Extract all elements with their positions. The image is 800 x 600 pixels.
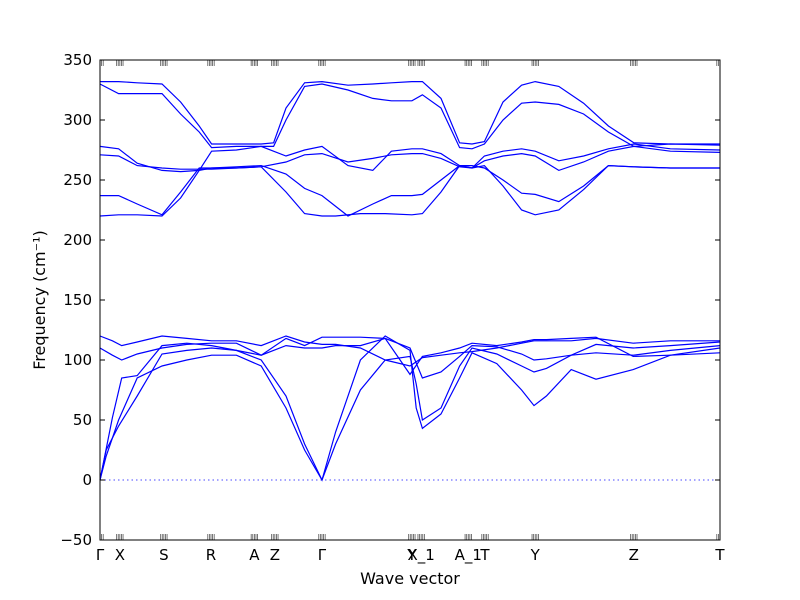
x-tick-label: Γ bbox=[318, 546, 327, 564]
y-axis-label: Frequency (cm⁻¹) bbox=[30, 230, 49, 369]
plot-frame bbox=[99, 59, 721, 541]
y-tick-label: 100 bbox=[63, 351, 92, 369]
x-tick-label: X bbox=[115, 546, 125, 564]
y-tick-label: −50 bbox=[60, 531, 92, 549]
x-tick-label: Y bbox=[530, 546, 541, 564]
x-tick-label: Z bbox=[629, 546, 639, 564]
x-tick-label: Z bbox=[270, 546, 280, 564]
phonon-branch-5 bbox=[99, 335, 720, 367]
y-tick-label: 250 bbox=[63, 171, 92, 189]
x-tick-layer: Γ X S R A Z Γ YX_1 A_1T Y Z T bbox=[96, 60, 725, 565]
phonon-branch-7 bbox=[100, 164, 720, 217]
x-tick-label: Y bbox=[406, 546, 417, 564]
y-tick-label: 0 bbox=[82, 471, 92, 489]
phonon-branch-4 bbox=[99, 336, 721, 376]
x-tick-label: T bbox=[479, 546, 490, 564]
y-tick-label: 350 bbox=[63, 51, 92, 69]
y-tick-layer: −50 0 50 100 150 200 250 300 350 bbox=[60, 51, 720, 549]
y-tick-label: 200 bbox=[63, 231, 92, 249]
x-tick-label: R bbox=[206, 546, 216, 564]
phonon-branch-1 bbox=[99, 345, 721, 482]
x-tick-label: X_1 bbox=[407, 546, 434, 565]
phonon-branch-8 bbox=[99, 145, 721, 172]
phonon-branch-9 bbox=[99, 143, 721, 173]
x-tick-label: A bbox=[249, 546, 260, 564]
x-axis-label: Wave vector bbox=[360, 569, 460, 588]
y-tick-label: 300 bbox=[63, 111, 92, 129]
y-tick-label: 150 bbox=[63, 291, 92, 309]
phonon-branch-10 bbox=[99, 83, 721, 150]
x-tick-label: A_1 bbox=[455, 546, 482, 565]
x-tick-label: Γ bbox=[96, 546, 105, 564]
y-tick-label: 50 bbox=[73, 411, 92, 429]
x-tick-label: T bbox=[714, 546, 725, 564]
phonon-branch-6 bbox=[99, 164, 720, 217]
phonon-branch-11 bbox=[100, 80, 720, 145]
x-tick-label: S bbox=[159, 546, 169, 564]
series-layer bbox=[99, 80, 721, 482]
